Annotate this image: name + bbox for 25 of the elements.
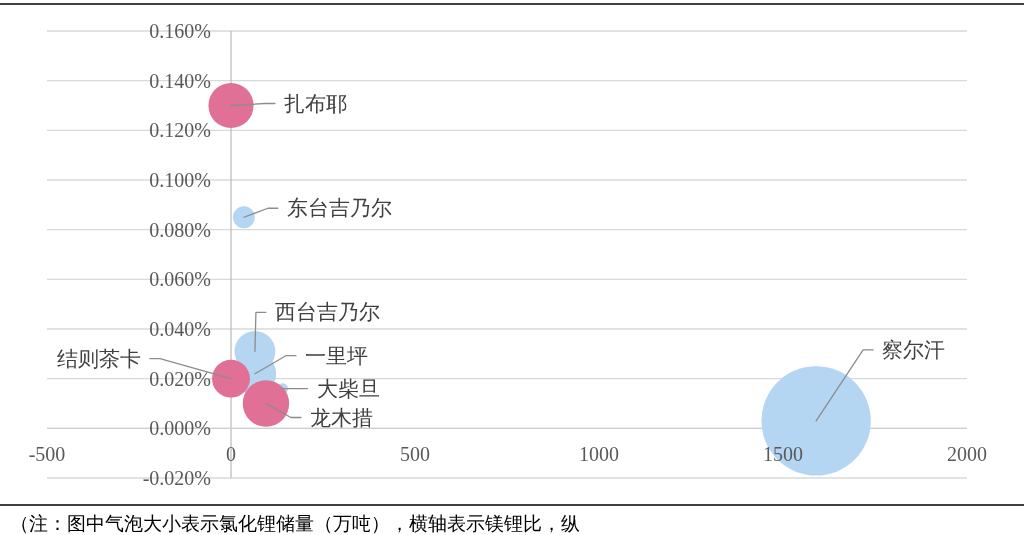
y-tick-label: -0.020% — [142, 467, 211, 489]
y-tick-label: 0.000% — [149, 417, 211, 440]
y-tick-label: 0.120% — [149, 119, 211, 142]
point-label: 东台吉乃尔 — [286, 196, 392, 221]
x-tick-label: 1500 — [763, 443, 803, 466]
point-label: 西台吉乃尔 — [274, 300, 380, 325]
y-tick-label: 0.100% — [149, 169, 211, 191]
x-tick-label: 0 — [226, 443, 236, 466]
point-label: 一里坪 — [304, 343, 368, 368]
x-tick-label: -500 — [28, 443, 66, 466]
y-tick-label: 0.040% — [149, 318, 211, 340]
y-tick-label: 0.080% — [149, 218, 211, 241]
y-tick-label: 0.060% — [149, 268, 211, 291]
point-label: 结则茶卡 — [57, 346, 141, 371]
point-label: 龙木措 — [309, 405, 373, 430]
point-label: 大柴旦 — [316, 376, 380, 401]
y-tick-label: 0.020% — [149, 367, 211, 390]
point-label: 察尔汗 — [882, 337, 946, 362]
y-tick-label: 0.140% — [149, 69, 211, 92]
y-tick-label: 0.160% — [149, 20, 211, 42]
note: （注：图中气泡大小表示氯化锂储量（万吨），横轴表示镁锂比，纵 — [10, 512, 580, 534]
point-label: 扎布耶 — [284, 91, 347, 116]
x-tick-label: 1000 — [579, 443, 619, 466]
x-tick-label: 2000 — [947, 443, 987, 466]
x-tick-label: 500 — [400, 443, 430, 466]
